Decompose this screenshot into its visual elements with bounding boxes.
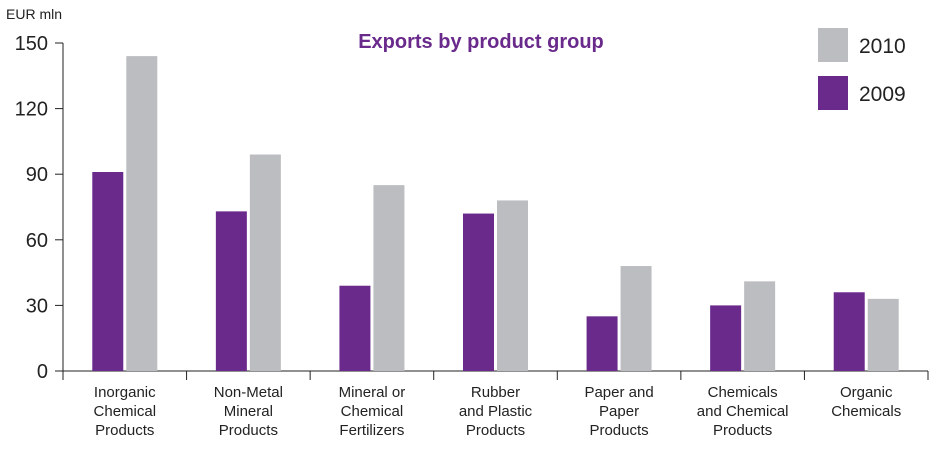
bar-2010-0 [126,56,158,372]
x-category-label-line: Chemicals [831,403,901,420]
x-axis-labels: Inorganic Chemical Products Non-Metal Minera… [94,384,902,439]
chart-title: Exports by product group [358,31,604,53]
legend: 2010 2009 [818,28,906,110]
x-category-label-line: Inorganic [94,384,156,401]
bar-2010-5 [744,281,776,371]
y-axis-unit-label: EUR mln [6,6,62,22]
legend-swatch-2009 [818,76,848,110]
axes: 0 30 60 90 120 150 [15,33,929,383]
bar-2010-3 [497,200,528,371]
x-category-label-line: Chemicals [708,384,778,401]
x-category-label-line: Chemical [341,403,404,420]
bar-2009-0 [92,172,124,371]
x-category-label: Mineral or Chemical Fertilizers [339,384,406,439]
bar-2009-4 [586,316,618,371]
x-category-label-line: Products [466,422,525,439]
x-category-label: Paper and Paper Products [584,384,653,439]
x-category-label-line: Products [219,422,278,439]
bar-2010-6 [867,298,899,371]
bar-2009-1 [215,211,247,371]
legend-swatch-2010 [818,28,848,62]
legend-label-2009: 2009 [859,83,906,106]
y-tick-label: 30 [26,295,48,317]
y-tick-label: 120 [15,99,48,121]
bar-2009-5 [710,305,742,371]
bars [92,56,899,372]
x-category-label-line: Fertilizers [339,422,404,439]
bar-2010-1 [249,154,281,371]
x-category-label-line: Organic [840,384,893,401]
x-category-label-line: Chemical [94,403,157,420]
x-category-label-line: Products [589,422,648,439]
bar-2009-3 [463,213,494,371]
y-tick-label: 150 [15,33,48,55]
x-category-label-line: Paper [599,403,639,420]
bar-2009-6 [833,292,865,371]
bar-2009-2 [339,285,371,371]
x-category-label-line: Paper and [584,384,653,401]
y-tick-label: 0 [37,361,48,383]
x-category-label-line: and Chemical [697,403,789,420]
x-category-label: Rubber and Plastic Products [459,384,533,439]
x-category-label-line: and Plastic [459,403,533,420]
x-category-label-line: Non-Metal [214,384,283,401]
legend-label-2010: 2010 [859,35,906,58]
x-category-label: Chemicals and Chemical Products [697,384,789,439]
x-category-label: Inorganic Chemical Products [94,384,157,439]
y-tick-label: 90 [26,164,48,186]
x-category-label-line: Products [95,422,154,439]
x-category-label: Organic Chemicals [831,384,901,420]
x-category-label: Non-Metal Mineral Products [214,384,283,439]
x-category-label-line: Mineral [224,403,273,420]
x-category-label-line: Mineral or [339,384,406,401]
y-tick-label: 60 [26,230,48,252]
x-category-label-line: Products [713,422,772,439]
bar-2010-2 [373,185,405,371]
bar-2010-4 [620,266,652,371]
x-category-label-line: Rubber [471,384,520,401]
